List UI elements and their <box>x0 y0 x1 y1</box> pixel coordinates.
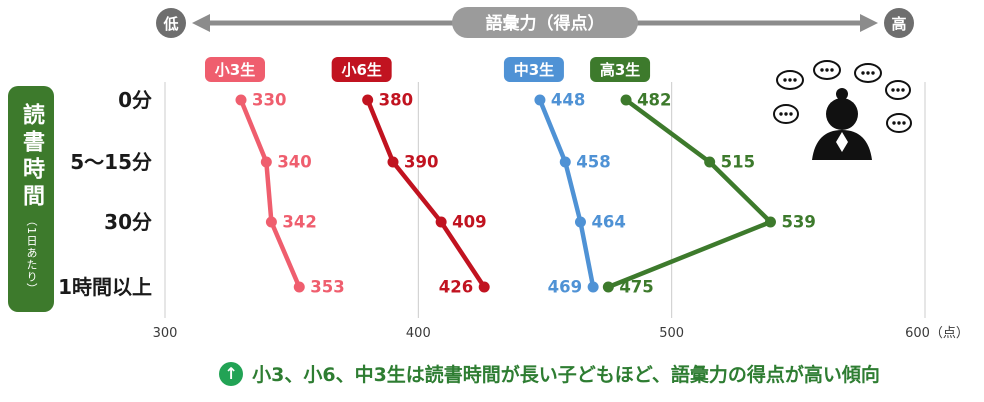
collar-shape <box>836 132 848 152</box>
series-line <box>537 97 596 290</box>
svg-text:小3生: 小3生 <box>215 61 255 79</box>
data-label: 340 <box>277 153 311 172</box>
footer-note: ↑ 小3、小6、中3生は読書時間が長い子どもほど、語彙力の得点が高い傾向 <box>115 360 984 387</box>
y-category-label: 30分 <box>104 210 152 234</box>
data-label: 475 <box>619 278 653 297</box>
data-point <box>387 156 399 168</box>
right-arrowhead-icon <box>860 14 878 32</box>
data-point <box>620 94 632 106</box>
data-point <box>704 156 716 168</box>
x-tick-label: 600（点） <box>905 326 969 341</box>
data-label: 515 <box>721 153 755 172</box>
data-label: 426 <box>439 278 473 297</box>
low-label: 低 <box>162 15 178 33</box>
data-point <box>478 281 490 293</box>
y-category-label: 5〜15分 <box>70 150 152 174</box>
data-label: 448 <box>551 91 585 110</box>
data-label: 353 <box>310 278 344 297</box>
y-category-label: 1時間以上 <box>58 275 152 299</box>
data-point <box>235 94 247 106</box>
high-label: 高 <box>891 15 906 33</box>
up-arrow-icon: ↑ <box>219 361 244 386</box>
data-point <box>559 156 571 168</box>
y-axis-title-box: 読書時間 （1日あたり） <box>8 86 54 312</box>
data-point <box>265 216 277 228</box>
x-tick-label: 300 <box>153 326 178 341</box>
data-label: 409 <box>452 213 486 232</box>
x-tick-label: 400 <box>406 326 431 341</box>
legend-badge: 小6生 <box>331 57 392 82</box>
series-line <box>238 97 302 290</box>
top-axis: 低 高 語彙力（得点） <box>156 7 914 38</box>
series-line <box>606 97 773 290</box>
legend-badge: 小3生 <box>205 57 265 82</box>
high-badge <box>884 8 914 38</box>
data-label: 342 <box>282 213 316 232</box>
data-label: 390 <box>404 153 438 172</box>
series-line <box>365 97 487 290</box>
data-point <box>362 94 374 106</box>
data-point <box>587 281 599 293</box>
data-label: 539 <box>781 213 815 232</box>
legend-badge: 中3生 <box>503 57 564 82</box>
data-label: 380 <box>379 91 413 110</box>
axis-title: 語彙力（得点） <box>486 13 605 34</box>
person-with-speech-bubbles-icon <box>773 60 912 160</box>
note-text: 小3、小6、中3生は読書時間が長い子どもほど、語彙力の得点が高い傾向 <box>252 364 880 386</box>
data-label: 482 <box>637 91 671 110</box>
data-point <box>293 281 305 293</box>
left-arrowhead-icon <box>192 14 210 32</box>
data-point <box>602 281 614 293</box>
data-label: 464 <box>591 213 625 232</box>
low-badge <box>156 8 186 38</box>
y-axis-title: 読書時間 <box>19 103 44 211</box>
svg-text:中3生: 中3生 <box>514 61 554 79</box>
data-point <box>764 216 776 228</box>
data-label: 458 <box>576 153 610 172</box>
data-point <box>534 94 546 106</box>
svg-text:小6生: 小6生 <box>341 61 381 79</box>
data-label: 330 <box>252 91 286 110</box>
x-tick-label: 500 <box>659 326 684 341</box>
y-category-label: 0分 <box>118 88 152 112</box>
data-point <box>574 216 586 228</box>
svg-text:高3生: 高3生 <box>600 61 640 79</box>
data-label: 469 <box>548 278 582 297</box>
axis-title-pill <box>452 7 638 38</box>
data-point <box>260 156 272 168</box>
y-axis-subtitle: （1日あたり） <box>25 215 38 295</box>
data-point <box>435 216 447 228</box>
legend-badge: 高3生 <box>590 57 651 82</box>
